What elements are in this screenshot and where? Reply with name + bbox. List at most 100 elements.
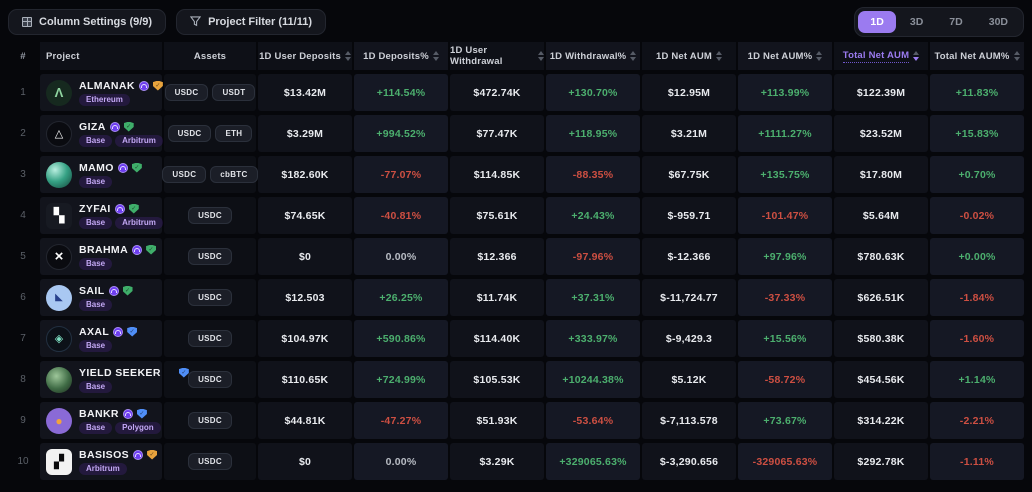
sort-icon xyxy=(630,51,637,61)
value-cell: $780.63K xyxy=(834,238,928,275)
value-cell: $122.39M xyxy=(834,74,928,111)
project-name: AXAL xyxy=(79,325,110,338)
asset-token[interactable]: USDC xyxy=(188,453,232,470)
header-withdrawal-pct[interactable]: 1D Withdrawal% xyxy=(546,42,640,70)
sort-icon-active xyxy=(913,51,920,61)
pct-cell: +73.67% xyxy=(738,402,832,439)
asset-token[interactable]: USDC xyxy=(188,371,232,388)
globe-badge-icon xyxy=(122,408,133,419)
project-cell[interactable]: YIELD SEEKER Base xyxy=(40,361,189,398)
asset-token[interactable]: USDC xyxy=(188,330,232,347)
asset-token[interactable]: ETH xyxy=(215,125,253,142)
pct-cell: -101.47% xyxy=(738,197,832,234)
chain-tag: Base xyxy=(79,339,113,352)
project-cell[interactable]: ALMANAK Ethereum xyxy=(40,74,163,111)
table-row[interactable]: 5 BRAHMA Base USDC $0 0.00% $12.366 -97.… xyxy=(8,238,1024,275)
timeframe-30d[interactable]: 30D xyxy=(988,15,1008,28)
timeframe-3d[interactable]: 3D xyxy=(909,15,924,28)
row-number: 4 xyxy=(20,210,26,221)
asset-token[interactable]: USDT xyxy=(212,84,256,101)
pct-cell: -97.96% xyxy=(546,238,640,275)
asset-token[interactable]: USDC xyxy=(188,248,232,265)
project-name: BRAHMA xyxy=(79,243,129,256)
timeframe-1d[interactable]: 1D xyxy=(858,10,896,33)
chain-tag: Base xyxy=(79,175,113,188)
value-cell: $3.29K xyxy=(450,443,544,480)
project-cell[interactable]: SAIL Base xyxy=(40,279,162,316)
table-row[interactable]: 1 ALMANAK Ethereum USDC USDT $13.42M +11… xyxy=(8,74,1024,111)
sort-icon xyxy=(716,51,722,61)
assets-cell: USDC ETH xyxy=(164,115,256,152)
pct-cell: +15.83% xyxy=(930,115,1024,152)
header-deposits-pct[interactable]: 1D Deposits% xyxy=(354,42,448,70)
header-net-aum-pct[interactable]: 1D Net AUM% xyxy=(738,42,832,70)
project-cell[interactable]: ZYFAI Base Arbitrum xyxy=(40,197,163,234)
pct-cell: +11.83% xyxy=(930,74,1024,111)
project-logo xyxy=(46,161,72,188)
value-cell: $114.40K xyxy=(450,320,544,357)
chain-tag: Arbitrum xyxy=(79,462,127,475)
project-name: BANKR xyxy=(79,407,119,420)
value-cell: $5.64M xyxy=(834,197,928,234)
project-name: ZYFAI xyxy=(79,202,111,215)
header-net-aum[interactable]: 1D Net AUM xyxy=(642,42,736,70)
row-number: 6 xyxy=(20,292,26,303)
value-cell: $12.503 xyxy=(258,279,352,316)
asset-token[interactable]: USDC xyxy=(164,84,209,101)
timeframe-7d[interactable]: 7D xyxy=(949,15,963,28)
asset-token[interactable]: cbBTC xyxy=(210,166,258,183)
project-filter-button[interactable]: Project Filter (11/11) xyxy=(176,8,326,35)
value-cell: $-959.71 xyxy=(642,197,736,234)
assets-cell: USDC xyxy=(164,238,256,275)
asset-token[interactable]: USDC xyxy=(188,207,232,224)
asset-token[interactable]: USDC xyxy=(188,412,232,429)
value-cell: $0 xyxy=(258,443,352,480)
shield-badge-icon xyxy=(128,203,139,214)
value-cell: $5.12K xyxy=(642,361,736,398)
shield-badge-icon xyxy=(152,80,163,91)
pct-cell: +1111.27% xyxy=(738,115,832,152)
row-number: 8 xyxy=(20,374,26,385)
globe-badge-icon xyxy=(109,121,120,132)
pct-cell: +0.70% xyxy=(930,156,1024,193)
value-cell: $110.65K xyxy=(258,361,352,398)
value-cell: $-12.366 xyxy=(642,238,736,275)
pct-cell: -329065.63% xyxy=(738,443,832,480)
table-row[interactable]: 4 ZYFAI Base Arbitrum USDC xyxy=(8,197,1024,234)
value-cell: $12.95M xyxy=(642,74,736,111)
chain-tag: Arbitrum xyxy=(115,216,163,229)
row-number: 5 xyxy=(20,251,26,262)
table-row[interactable]: 9 BANKR Base Polygon Unichain xyxy=(8,402,1024,439)
header-total-net-aum-pct[interactable]: Total Net AUM% xyxy=(930,42,1024,70)
value-cell: $182.60K xyxy=(258,156,352,193)
pct-cell: -37.33% xyxy=(738,279,832,316)
assets-cell: USDC xyxy=(164,197,256,234)
project-cell[interactable]: MAMO Base xyxy=(40,156,162,193)
header-total-net-aum[interactable]: Total Net AUM xyxy=(834,42,928,70)
project-cell[interactable]: GIZA Base Arbitrum xyxy=(40,115,163,152)
value-cell: $105.53K xyxy=(450,361,544,398)
table-row[interactable]: 3 MAMO Base USDC cbBTC $182.60K -77.07% … xyxy=(8,156,1024,193)
asset-token[interactable]: USDC xyxy=(188,289,232,306)
table-row[interactable]: 8 YIELD SEEKER Base USDC $110.65K +724.9… xyxy=(8,361,1024,398)
table-row[interactable]: 10 BASISOS Arbitrum USDC $0 0.00% $3.29K… xyxy=(8,443,1024,480)
project-cell[interactable]: BRAHMA Base xyxy=(40,238,162,275)
header-user-deposits[interactable]: 1D User Deposits xyxy=(258,42,352,70)
project-cell[interactable]: AXAL Base xyxy=(40,320,162,357)
value-cell: $67.75K xyxy=(642,156,736,193)
asset-token[interactable]: USDC xyxy=(162,166,207,183)
value-cell: $0 xyxy=(258,238,352,275)
project-cell[interactable]: BASISOS Arbitrum xyxy=(40,443,162,480)
shield-badge-icon xyxy=(136,408,147,419)
asset-token[interactable]: USDC xyxy=(167,125,212,142)
column-settings-button[interactable]: Column Settings (9/9) xyxy=(8,8,167,35)
table-row[interactable]: 2 GIZA Base Arbitrum USDC ETH xyxy=(8,115,1024,152)
table-row[interactable]: 6 SAIL Base USDC $12.503 +26.25% $11.74K… xyxy=(8,279,1024,316)
header-user-withdrawal[interactable]: 1D User Withdrawal xyxy=(450,42,544,70)
table-row[interactable]: 7 AXAL Base USDC $104.97K +590.86% $114.… xyxy=(8,320,1024,357)
project-filter-label: Project Filter (11/11) xyxy=(208,15,312,28)
value-cell: $13.42M xyxy=(258,74,352,111)
pct-cell: 0.00% xyxy=(354,238,448,275)
project-cell[interactable]: BANKR Base Polygon Unichain xyxy=(40,402,212,439)
chain-tag: Base xyxy=(79,421,113,434)
